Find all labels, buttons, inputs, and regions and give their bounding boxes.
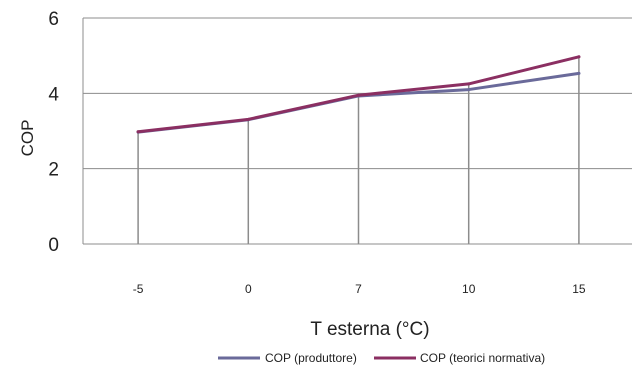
x-tick-label: -5 <box>133 282 144 296</box>
y-tick-label: 4 <box>48 84 59 105</box>
data-point <box>577 71 581 75</box>
y-axis-label: COP <box>18 120 37 157</box>
data-point <box>577 55 581 59</box>
data-point <box>357 93 360 97</box>
x-tick-label: 15 <box>572 282 586 296</box>
legend-label-series-2: COP (teorici normativa) <box>420 351 545 365</box>
data-point <box>136 130 140 134</box>
data-point <box>467 82 471 86</box>
grid <box>83 17 632 245</box>
y-tick-label: 6 <box>48 9 59 30</box>
x-axis-label: T esterna (°C) <box>310 319 429 340</box>
series <box>136 55 581 134</box>
legend: COP (produttore) COP (teorici normativa) <box>218 351 545 365</box>
legend-label-series-1: COP (produttore) <box>265 351 357 365</box>
x-tick-label: 10 <box>462 282 476 296</box>
x-tick-label: 7 <box>355 282 362 296</box>
x-tick-label: 0 <box>245 282 252 296</box>
y-tick-label: 0 <box>48 235 59 256</box>
tick-labels: 0 2 4 6 -5 0 7 10 15 <box>48 9 585 296</box>
y-tick-label: 2 <box>48 160 59 181</box>
data-point <box>467 88 471 92</box>
data-point <box>246 117 250 121</box>
